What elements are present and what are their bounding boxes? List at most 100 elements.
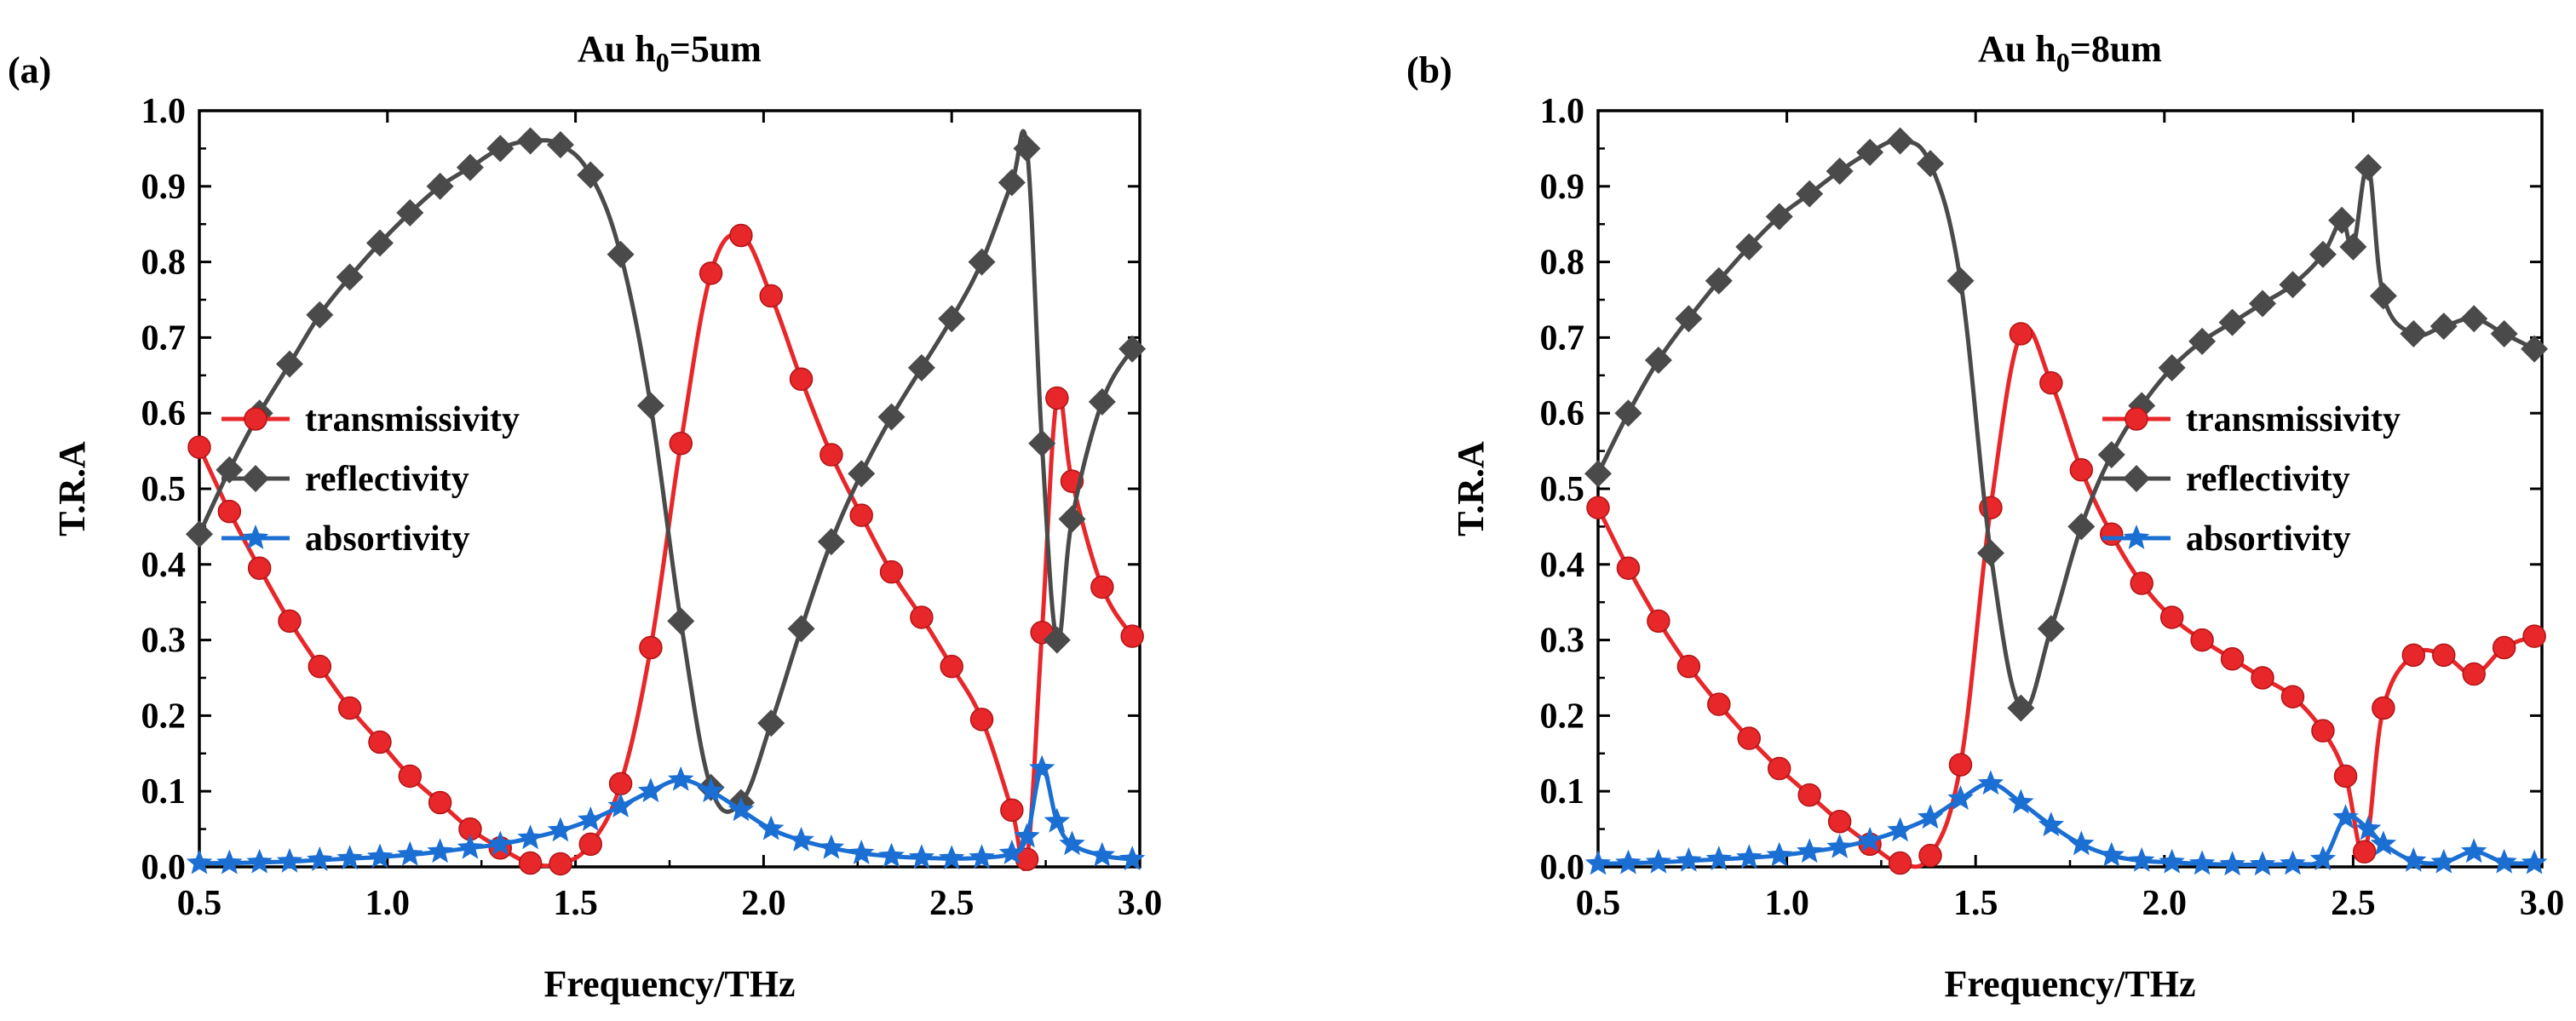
data-point-transmissivity	[789, 367, 814, 391]
data-point-transmissivity	[2190, 628, 2214, 652]
chart-title-subscript: 0	[2056, 47, 2070, 77]
data-point-absortivity	[818, 834, 845, 859]
data-point-reflectivity	[275, 350, 303, 378]
y-axis-title: T.R.A	[1450, 441, 1492, 536]
data-point-reflectivity	[2249, 290, 2277, 318]
legend-label-transmissivity: transmissivity	[2186, 400, 2401, 439]
data-point-reflectivity	[1058, 505, 1086, 533]
x-tick-label: 1.0	[1764, 884, 1809, 923]
data-point-reflectivity	[2188, 327, 2217, 355]
chart-title: Au h0=5um	[578, 28, 762, 77]
data-point-transmissivity	[639, 635, 663, 660]
data-point-absortivity	[1089, 841, 1116, 867]
data-point-absortivity	[336, 845, 363, 870]
legend-label-reflectivity: reflectivity	[305, 460, 469, 499]
series-transmissivity	[187, 223, 1144, 876]
data-point-absortivity	[2129, 846, 2155, 872]
data-point-absortivity	[2188, 850, 2216, 875]
data-point-absortivity	[1736, 844, 1762, 869]
data-point-transmissivity	[608, 771, 633, 796]
data-point-reflectivity	[2158, 353, 2186, 381]
data-point-transmissivity	[2333, 764, 2358, 789]
data-point-absortivity	[1856, 826, 1883, 852]
y-tick-label: 0.9	[1540, 168, 1585, 207]
y-tick-label: 0.3	[141, 622, 187, 661]
data-point-transmissivity	[2251, 666, 2274, 690]
data-point-transmissivity	[879, 559, 904, 584]
y-tick-label: 0.3	[1540, 622, 1585, 661]
data-point-absortivity	[1584, 850, 1612, 875]
chart-title-tail: =5um	[670, 28, 762, 70]
data-point-absortivity	[939, 845, 965, 870]
y-tick-label: 0.0	[141, 848, 187, 887]
chart-panel-b: (b) Au h0=8um 0.5 1.0 1.5 2.0 2.5 3.0 0.0 0.1 0.2 0…	[1406, 28, 2564, 1005]
series-reflectivity	[1584, 127, 2549, 722]
data-point-absortivity	[1676, 846, 1702, 872]
chart-title-main: Au h	[1978, 28, 2056, 70]
data-point-absortivity	[2280, 850, 2306, 875]
data-point-reflectivity	[1043, 626, 1071, 654]
data-point-absortivity	[2521, 849, 2548, 875]
data-point-absortivity	[1766, 841, 1792, 867]
data-point-reflectivity	[757, 709, 785, 737]
x-tick-label: 2.5	[2331, 884, 2376, 923]
y-tick-label: 1.0	[141, 92, 187, 131]
legend-label-absortivity: absortivity	[2186, 519, 2351, 559]
data-point-reflectivity	[456, 153, 484, 181]
data-point-reflectivity	[998, 169, 1026, 197]
y-tick-label: 0.1	[141, 772, 187, 812]
y-tick-label: 0.6	[1540, 394, 1585, 433]
data-point-reflectivity	[1088, 387, 1116, 416]
y-tick-label: 0.8	[1540, 244, 1585, 283]
y-tick-label: 0.5	[141, 470, 187, 509]
data-point-absortivity	[276, 847, 303, 873]
data-point-transmissivity	[1616, 556, 1641, 580]
data-point-reflectivity	[1946, 267, 1975, 295]
data-point-absortivity	[2008, 789, 2034, 814]
data-point-transmissivity	[1000, 798, 1024, 823]
data-point-reflectivity	[2521, 335, 2549, 363]
data-point-absortivity	[607, 793, 634, 817]
data-point-reflectivity	[2097, 441, 2125, 469]
data-point-reflectivity	[1886, 127, 1914, 155]
legend-marker-absortivity	[2123, 525, 2150, 549]
data-point-absortivity	[2491, 848, 2517, 874]
data-point-transmissivity	[398, 764, 423, 789]
legend-marker-transmissivity	[244, 407, 267, 431]
data-point-transmissivity	[1797, 783, 1821, 807]
data-point-transmissivity	[969, 708, 994, 731]
data-point-transmissivity	[2280, 685, 2305, 708]
y-tick-label: 0.4	[141, 546, 187, 585]
data-point-absortivity	[427, 838, 453, 863]
x-tick-label: 2.0	[2142, 884, 2188, 923]
series-absortivity	[1584, 770, 2548, 876]
data-point-transmissivity	[578, 832, 603, 857]
data-point-transmissivity	[1948, 753, 1973, 777]
x-tick-label: 1.5	[553, 884, 598, 923]
data-point-reflectivity	[2218, 308, 2246, 336]
data-point-absortivity	[547, 817, 574, 842]
data-point-reflectivity	[426, 172, 454, 200]
data-point-transmissivity	[1120, 624, 1144, 648]
data-point-absortivity	[1044, 807, 1071, 833]
x-tick-label: 0.5	[1576, 884, 1621, 923]
data-point-transmissivity	[2100, 522, 2124, 547]
data-point-absortivity	[1887, 817, 1913, 842]
data-point-transmissivity	[1586, 496, 1610, 519]
data-point-absortivity	[1615, 849, 1642, 875]
data-point-reflectivity	[1118, 335, 1147, 363]
data-point-absortivity	[307, 846, 333, 871]
data-point-reflectivity	[1028, 429, 1056, 457]
legend: transmissivity reflectivity absortivity	[221, 400, 520, 559]
data-point-absortivity	[2461, 838, 2487, 863]
data-point-reflectivity	[546, 130, 574, 158]
data-point-reflectivity	[2369, 282, 2397, 310]
y-tick-label: 0.6	[141, 394, 187, 433]
data-point-absortivity	[487, 830, 514, 856]
data-point-reflectivity	[877, 403, 906, 431]
data-point-transmissivity	[1090, 575, 1114, 599]
data-point-transmissivity	[518, 851, 543, 875]
data-point-transmissivity	[2039, 370, 2063, 395]
data-point-transmissivity	[2352, 840, 2377, 863]
